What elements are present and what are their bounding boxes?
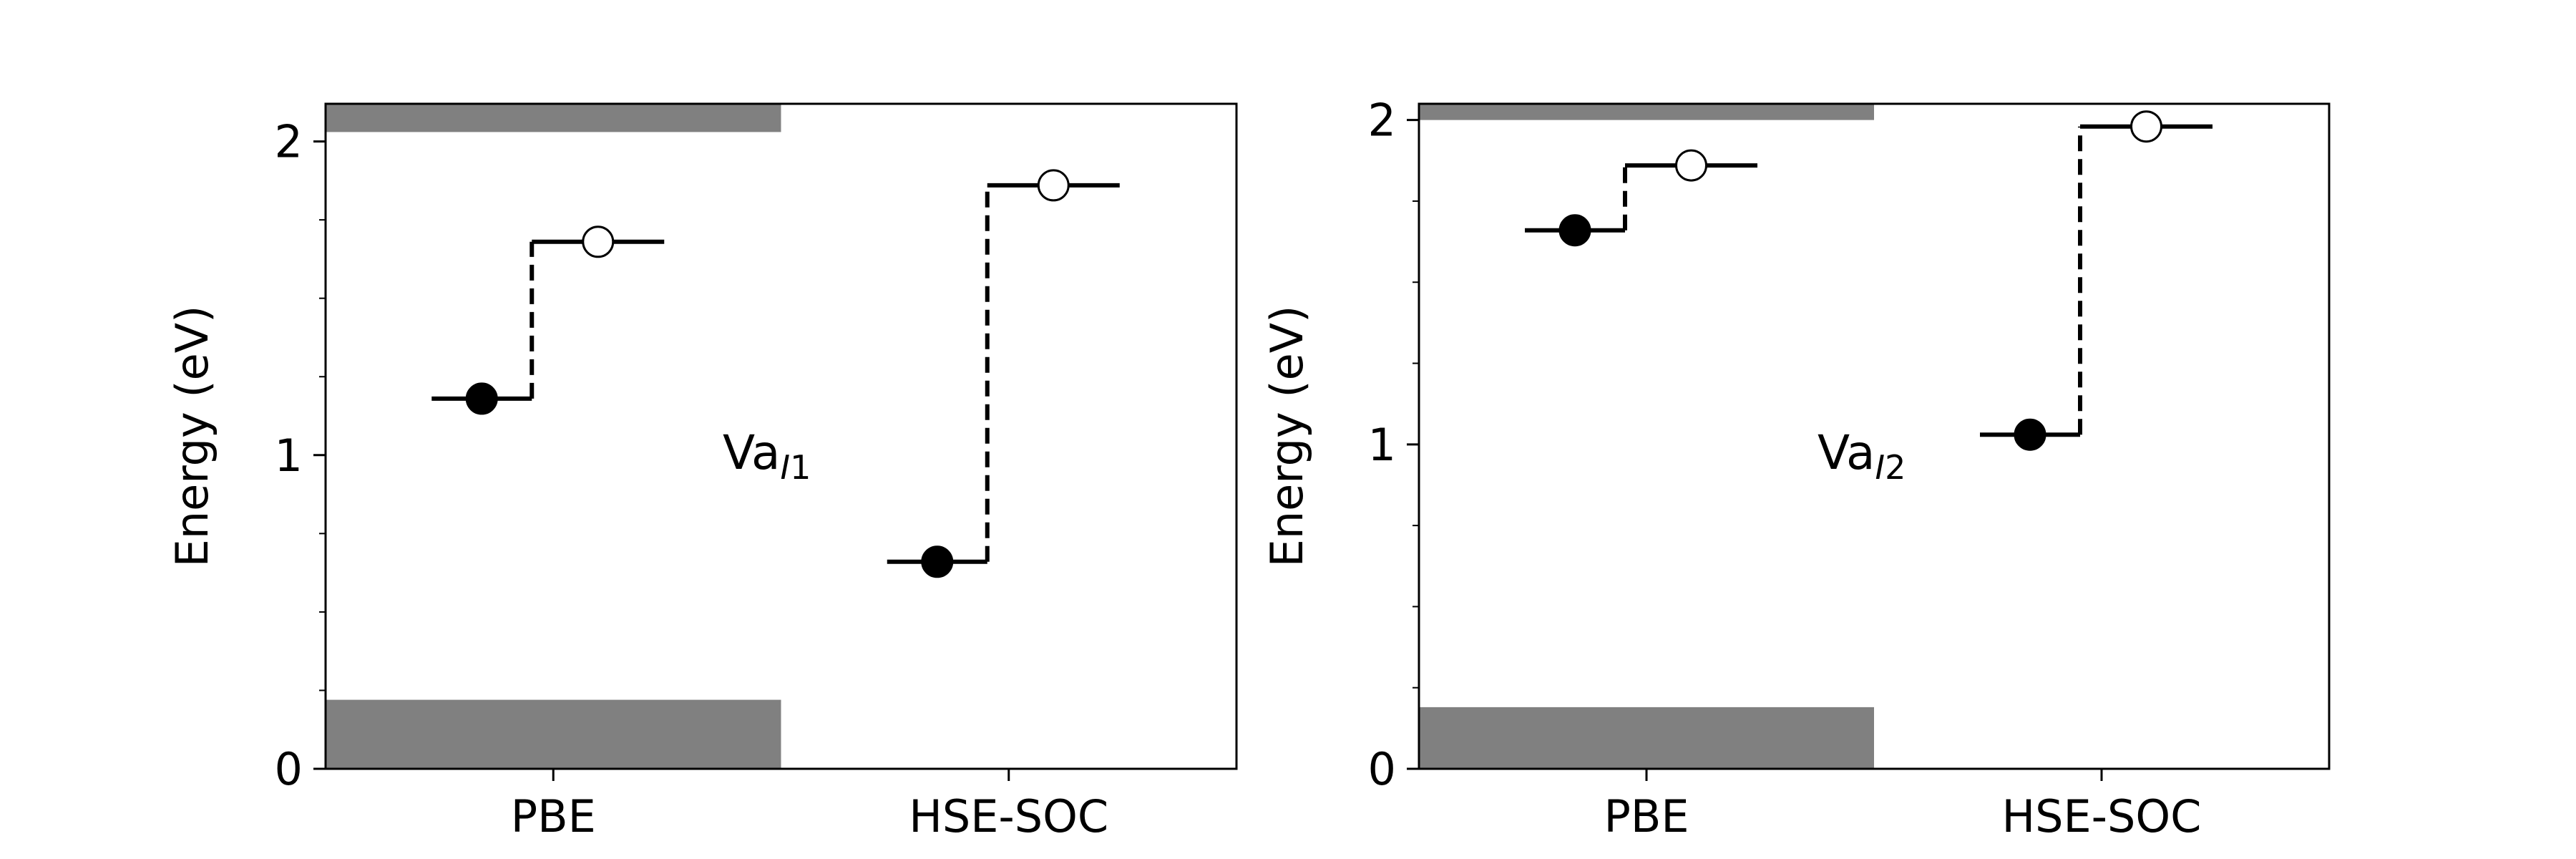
empty-level-marker (1675, 149, 1707, 182)
conduction-band-region (1419, 104, 1874, 120)
y-tick-label: 0 (275, 743, 303, 795)
subscript-italic-part: I (1875, 448, 1885, 487)
valence-band-region (1419, 707, 1874, 769)
x-category-label: PBE (511, 790, 596, 843)
subscript-italic-part: I (780, 448, 790, 487)
defect-annotation: VaI1 (723, 425, 811, 487)
occupied-level-marker (921, 545, 954, 578)
subscript-number-part: 1 (790, 448, 811, 487)
plot-frame (1418, 102, 2331, 770)
defect-annotation-subscript: I2 (1875, 448, 1906, 487)
occupied-level-marker (1558, 214, 1591, 247)
chart-panel-1: 0 1 2 PBE HSE-SOC Energy (eV) VaI1 (166, 102, 1238, 843)
y-axis-label: Energy (eV) (1261, 306, 1313, 568)
y-tick-label: 1 (1368, 419, 1396, 471)
x-category-label: HSE-SOC (2002, 790, 2202, 843)
subscript-number-part: 2 (1885, 448, 1906, 487)
occupied-level-marker (2014, 418, 2046, 451)
x-category-label: HSE-SOC (909, 790, 1108, 843)
y-axis-label: Energy (eV) (166, 306, 218, 568)
conduction-band-region (326, 104, 781, 132)
empty-level-marker (582, 225, 615, 258)
empty-level-marker (2130, 110, 2162, 143)
defect-annotation-subscript: I1 (780, 448, 811, 487)
x-category-label: PBE (1604, 790, 1689, 843)
y-tick-label: 1 (275, 430, 303, 482)
empty-level-marker (1037, 169, 1070, 202)
y-tick-label: 0 (1368, 743, 1396, 795)
defect-annotation: VaI2 (1818, 425, 1906, 487)
y-tick-label: 2 (275, 116, 303, 168)
chart-panel-2: 0 1 2 PBE HSE-SOC Energy (eV) VaI2 (1261, 94, 2331, 843)
y-tick-label: 2 (1368, 94, 1396, 147)
occupied-level-marker (465, 382, 498, 415)
plot-frame (324, 102, 1238, 770)
valence-band-region (326, 699, 781, 769)
